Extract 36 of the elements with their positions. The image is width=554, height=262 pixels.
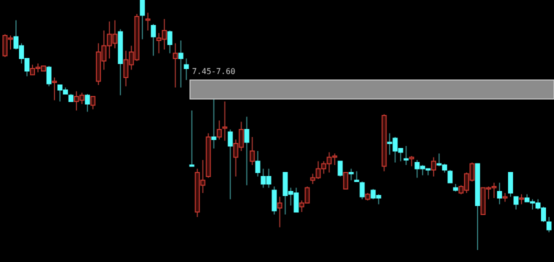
candlestick <box>348 168 354 181</box>
candlestick <box>167 30 172 54</box>
candlestick <box>409 156 414 167</box>
candlestick <box>150 24 156 56</box>
candlestick <box>519 194 524 205</box>
candlestick <box>211 98 216 149</box>
candlestick <box>184 58 189 80</box>
band-label: 7.45-7.60 <box>192 67 236 76</box>
candlestick <box>228 129 233 200</box>
candlestick <box>404 146 409 166</box>
candlestick <box>255 150 260 177</box>
candlestick <box>250 136 255 166</box>
candlestick <box>140 0 145 40</box>
candlestick <box>431 156 436 177</box>
candlestick <box>354 170 360 182</box>
candlestick <box>84 94 90 112</box>
candlestick <box>497 182 502 205</box>
candlestick <box>189 110 194 167</box>
candlestick <box>222 101 228 142</box>
candlestick <box>338 160 343 177</box>
candlestick <box>52 77 57 101</box>
candlestick <box>145 12 150 31</box>
candlestick <box>508 172 514 198</box>
candlestick <box>178 40 184 88</box>
candlestick <box>272 186 277 215</box>
candlestick <box>343 172 348 190</box>
candlestick <box>448 170 453 184</box>
candlestick <box>244 116 250 186</box>
candlestick <box>216 120 222 140</box>
candlestick <box>172 42 178 88</box>
candlestick <box>514 196 519 210</box>
candlestick <box>546 216 552 233</box>
candlestick <box>360 181 365 200</box>
candlestick <box>46 66 52 87</box>
candlestick <box>277 196 282 228</box>
candlestick <box>90 96 96 110</box>
